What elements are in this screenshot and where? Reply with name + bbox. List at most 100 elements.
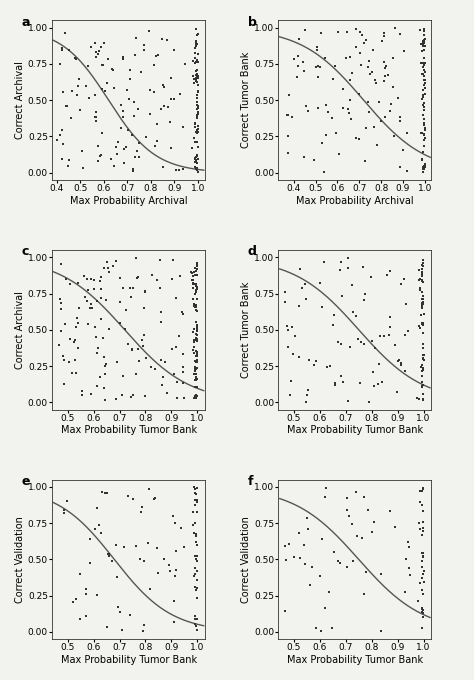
- Point: [132, 369, 140, 379]
- Point: [160, 82, 168, 92]
- Point: [356, 134, 363, 145]
- Point: [191, 347, 198, 358]
- Point: [168, 273, 176, 284]
- Point: [74, 318, 82, 328]
- Point: [86, 557, 93, 568]
- Point: [109, 65, 117, 75]
- Point: [191, 137, 199, 148]
- Point: [332, 380, 339, 391]
- Point: [191, 48, 199, 58]
- Point: [191, 262, 199, 273]
- Point: [321, 52, 328, 63]
- Point: [401, 587, 409, 598]
- Point: [94, 141, 102, 152]
- Point: [418, 382, 426, 393]
- Point: [419, 296, 427, 307]
- Point: [193, 150, 201, 160]
- Point: [146, 583, 154, 594]
- Point: [192, 56, 200, 67]
- Point: [100, 38, 108, 49]
- Point: [283, 555, 290, 566]
- Point: [330, 310, 338, 321]
- Point: [356, 27, 364, 37]
- Point: [418, 500, 425, 511]
- Point: [418, 585, 426, 596]
- Point: [192, 156, 200, 167]
- Point: [170, 369, 178, 379]
- Point: [419, 163, 427, 174]
- Point: [193, 349, 201, 360]
- Text: e: e: [21, 475, 30, 488]
- Point: [191, 270, 199, 281]
- Point: [310, 155, 318, 166]
- Point: [419, 328, 427, 339]
- Point: [160, 101, 167, 112]
- Point: [98, 292, 105, 303]
- Point: [93, 381, 101, 392]
- Point: [152, 51, 159, 62]
- Point: [358, 532, 366, 543]
- Point: [420, 75, 428, 86]
- Point: [193, 150, 201, 161]
- Point: [191, 614, 199, 625]
- Point: [165, 560, 173, 571]
- Point: [61, 27, 69, 38]
- Point: [191, 494, 198, 505]
- Point: [403, 166, 411, 177]
- Point: [281, 541, 289, 551]
- Point: [78, 390, 86, 401]
- Point: [171, 518, 179, 529]
- Point: [419, 293, 426, 304]
- X-axis label: Max Probability Archival: Max Probability Archival: [70, 196, 187, 206]
- Point: [283, 321, 291, 332]
- Point: [421, 133, 428, 143]
- Point: [193, 336, 201, 347]
- Point: [396, 116, 403, 126]
- Point: [421, 161, 428, 172]
- Point: [191, 390, 199, 401]
- Point: [194, 127, 201, 138]
- Point: [141, 390, 148, 401]
- Point: [419, 300, 426, 311]
- Point: [193, 575, 201, 585]
- Point: [194, 86, 201, 97]
- Point: [190, 279, 197, 290]
- Point: [420, 161, 428, 172]
- Text: No: No: [0, 679, 1, 680]
- Point: [175, 330, 182, 341]
- Point: [418, 309, 425, 320]
- Point: [421, 74, 428, 85]
- Point: [170, 45, 177, 56]
- Point: [284, 341, 292, 352]
- Point: [420, 65, 428, 75]
- Point: [337, 257, 345, 268]
- Point: [383, 270, 391, 281]
- Point: [191, 482, 198, 493]
- Point: [119, 52, 127, 63]
- Point: [339, 84, 347, 95]
- Point: [356, 48, 364, 58]
- Point: [176, 88, 184, 99]
- Point: [354, 333, 361, 344]
- Point: [75, 303, 83, 313]
- Point: [325, 586, 333, 597]
- Point: [64, 160, 72, 171]
- Point: [192, 620, 200, 631]
- Text: Yes: Yes: [0, 679, 1, 680]
- Point: [343, 505, 351, 515]
- Point: [417, 496, 424, 507]
- Point: [157, 355, 164, 366]
- Point: [164, 101, 172, 112]
- Point: [396, 29, 403, 39]
- Point: [191, 369, 198, 379]
- Point: [420, 36, 428, 47]
- Point: [194, 49, 201, 60]
- Point: [193, 550, 201, 561]
- Point: [189, 275, 196, 286]
- Point: [417, 58, 425, 69]
- Point: [304, 385, 312, 396]
- Point: [416, 524, 423, 535]
- Point: [192, 285, 200, 296]
- Point: [99, 127, 106, 138]
- Point: [191, 611, 199, 622]
